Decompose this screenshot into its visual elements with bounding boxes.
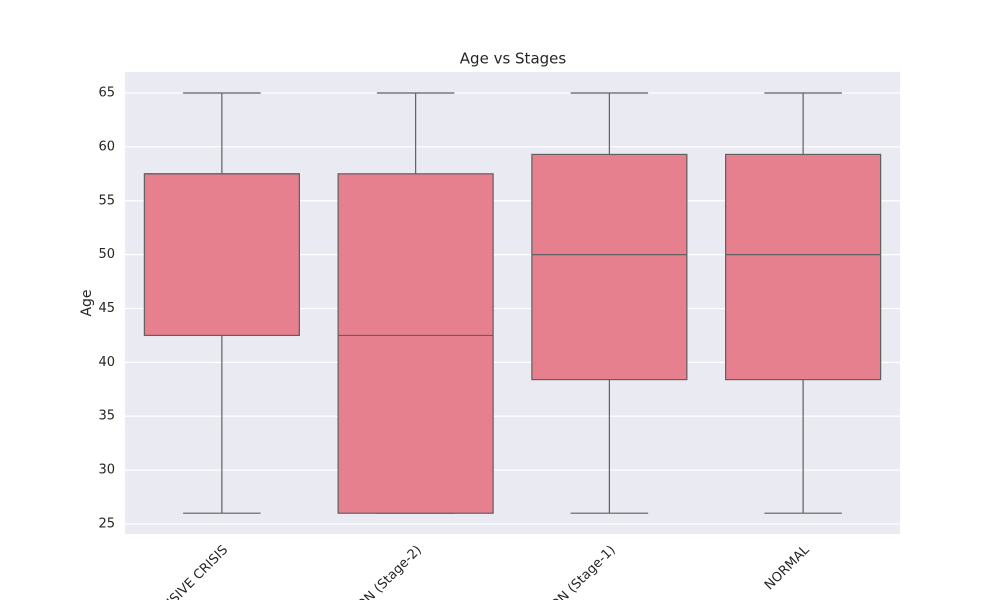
- y-tick-label: 30: [98, 463, 115, 478]
- y-tick-label: 65: [98, 86, 115, 101]
- box: [531, 153, 688, 381]
- x-tick-label: HYPERTENSION (Stage-2): [298, 543, 425, 600]
- y-tick-label: 55: [98, 193, 115, 208]
- x-tick-label: HYPERTENSIVE CRISIS: [119, 543, 231, 600]
- chart-title: Age vs Stages: [460, 50, 567, 68]
- y-axis-label: Age: [79, 289, 95, 316]
- y-tick-label: 35: [98, 409, 115, 424]
- x-tick-label: NORMAL: [762, 542, 813, 593]
- x-tick-label: HYPERTENSION (Stage-1): [492, 543, 619, 600]
- y-tick-label: 50: [98, 247, 115, 262]
- y-tick-label: 60: [98, 139, 115, 154]
- y-tick-label: 40: [98, 355, 115, 370]
- y-tick-label: 25: [98, 516, 115, 531]
- box: [337, 173, 494, 514]
- box: [725, 153, 882, 381]
- y-tick-label: 45: [98, 301, 115, 316]
- box: [143, 173, 300, 337]
